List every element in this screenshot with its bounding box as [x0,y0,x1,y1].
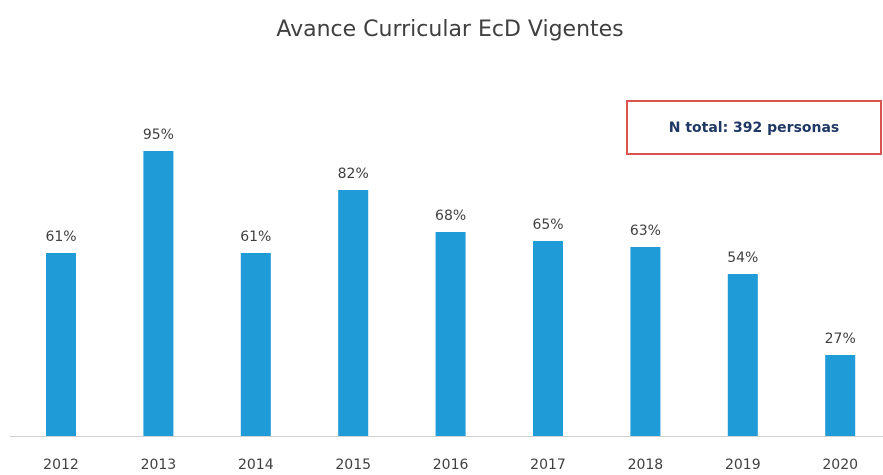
bar [825,355,856,436]
value-label: 68% [435,208,466,224]
x-tick-label: 2016 [433,457,469,473]
value-label: 65% [532,217,563,233]
bar [143,151,174,436]
value-label: 63% [630,223,661,239]
x-tick-label: 2020 [822,457,858,473]
annotation-box [626,100,882,155]
x-tick-label: 2012 [43,457,79,473]
bar [338,190,369,436]
x-tick-label: 2017 [530,457,566,473]
bar [240,253,271,436]
bar [533,241,563,436]
x-tick-label: 2013 [141,457,177,473]
value-label: 61% [45,229,76,245]
value-label: 61% [240,229,271,245]
x-tick-label: 2019 [725,457,761,473]
value-label: 82% [338,166,369,182]
bar [727,274,758,436]
bar [435,232,466,436]
x-tick-label: 2018 [628,457,664,473]
value-label: 54% [727,250,758,266]
value-label: 95% [143,127,174,143]
bar [630,247,661,436]
annotation: N total: 392 personas [669,120,840,136]
chart-title: Avance Curricular EcD Vigentes [276,17,623,42]
x-tick-label: 2014 [238,457,274,473]
bar [46,253,76,436]
x-tick-label: 2015 [335,457,371,473]
value-label: 27% [825,331,856,347]
